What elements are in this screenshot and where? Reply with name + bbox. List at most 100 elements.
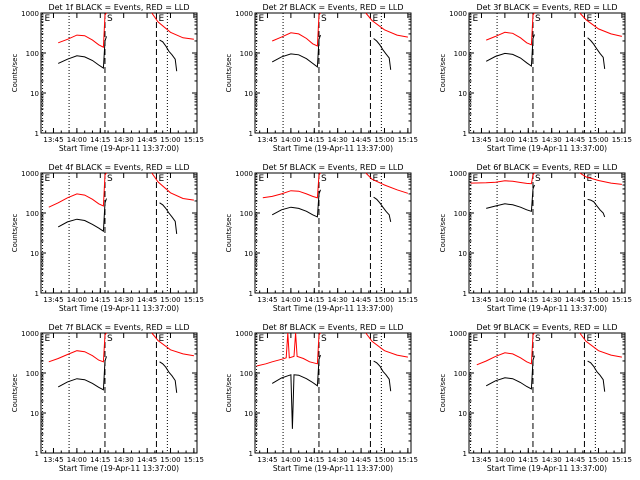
marker-label: E [586, 14, 592, 24]
panel-title: Det 7f BLACK = Events, RED = LLD [48, 323, 189, 332]
y-tick-label: 100 [240, 210, 253, 218]
series-line-lld [272, 12, 321, 47]
marker-label: E [45, 14, 51, 24]
y-tick-label: 1000 [21, 170, 39, 178]
y-tick-label: 100 [454, 370, 467, 378]
series-line-events [271, 34, 321, 68]
series-line-events [373, 360, 392, 392]
series-line-events [373, 38, 392, 70]
series-line-lld [579, 172, 622, 185]
x-tick-label: 14:00 [67, 296, 87, 304]
marker-label: S [107, 334, 113, 344]
panel-9: Det 9f BLACK = Events, RED = LLD 1 10 100 10… [439, 323, 632, 473]
series-line-lld [579, 12, 623, 37]
y-tick-label: 1 [35, 290, 39, 298]
marker-label: E [473, 334, 479, 344]
series-line-lld [58, 12, 107, 48]
y-tick-label: 1000 [235, 170, 253, 178]
plot-frame [40, 332, 198, 454]
y-axis-label: Counts/sec [439, 54, 447, 93]
x-tick-label: 15:00 [588, 296, 608, 304]
y-tick-label: 1 [463, 130, 467, 138]
x-tick-label: 14:30 [542, 136, 562, 144]
x-tick-label: 15:15 [398, 296, 418, 304]
series-line-lld [48, 172, 107, 208]
x-tick-label: 14:15 [90, 136, 110, 144]
x-tick-label: 14:45 [565, 136, 585, 144]
panel-5: Det 5f BLACK = Events, RED = LLD 1 10 100 10… [225, 163, 418, 313]
x-tick-label: 14:30 [328, 296, 348, 304]
y-tick-label: 10 [244, 90, 253, 98]
y-tick-label: 1 [463, 450, 467, 458]
series-line-events [57, 36, 107, 69]
y-axis-label: Counts/sec [439, 374, 447, 413]
panel-title: Det 1f BLACK = Events, RED = LLD [48, 3, 189, 12]
x-tick-label: 14:00 [67, 136, 87, 144]
plot-frame [40, 172, 198, 294]
x-tick-label: 14:15 [90, 456, 110, 464]
panel-title: Det 8f BLACK = Events, RED = LLD [262, 323, 403, 332]
marker-label: E [45, 174, 51, 184]
y-axis-label: Counts/sec [11, 374, 19, 413]
marker-label: S [107, 14, 113, 24]
marker-label: E [586, 334, 592, 344]
marker-label: S [321, 14, 327, 24]
panel-3: Det 3f BLACK = Events, RED = LLD 1 10 100 10… [439, 3, 632, 153]
series-line-lld [470, 172, 535, 185]
plot-frame [468, 12, 626, 134]
x-tick-label: 14:00 [67, 456, 87, 464]
plot-frame [254, 172, 412, 294]
x-tick-label: 14:00 [281, 136, 301, 144]
x-tick-label: 15:15 [398, 456, 418, 464]
series-line-lld [151, 12, 194, 40]
x-tick-label: 14:15 [518, 296, 538, 304]
panel-title: Det 9f BLACK = Events, RED = LLD [476, 323, 617, 332]
x-tick-label: 14:45 [137, 456, 157, 464]
x-tick-label: 14:15 [304, 136, 324, 144]
series-line-events [159, 361, 178, 393]
y-tick-label: 1000 [235, 330, 253, 338]
x-tick-label: 15:00 [374, 296, 394, 304]
x-tick-label: 14:00 [495, 456, 515, 464]
marker-label: S [321, 334, 327, 344]
panel-2: Det 2f BLACK = Events, RED = LLD 1 10 100 10… [225, 3, 418, 153]
panel-6: Det 6f BLACK = Events, RED = LLD 1 10 100 10… [439, 163, 632, 313]
series-line-events [271, 354, 321, 429]
y-axis-label: Counts/sec [11, 54, 19, 93]
series-line-events [271, 189, 321, 218]
marker-label: E [586, 174, 592, 184]
x-tick-label: 14:45 [351, 136, 371, 144]
panel-4: Det 4f BLACK = Events, RED = LLD 1 10 100 10… [11, 163, 204, 313]
x-tick-label: 14:15 [518, 456, 538, 464]
y-tick-label: 1000 [21, 10, 39, 18]
series-line-events [485, 34, 535, 68]
x-tick-label: 15:00 [160, 296, 180, 304]
x-tick-label: 14:15 [518, 136, 538, 144]
marker-label: E [473, 14, 479, 24]
y-tick-label: 100 [454, 50, 467, 58]
x-tick-label: 14:30 [114, 296, 134, 304]
marker-label: S [321, 174, 327, 184]
series-line-lld [48, 332, 107, 363]
y-tick-label: 10 [30, 90, 39, 98]
marker-label: E [45, 334, 51, 344]
x-tick-label: 14:00 [495, 136, 515, 144]
series-line-events [57, 356, 107, 391]
y-tick-label: 1 [463, 290, 467, 298]
x-axis-label: Start Time (19-Apr-11 13:37:00) [487, 464, 607, 473]
series-line-lld [579, 332, 622, 358]
plot-frame [254, 332, 412, 454]
series-line-lld [365, 332, 408, 358]
plot-frame [40, 12, 198, 134]
series-line-events [587, 360, 606, 392]
x-tick-label: 15:15 [612, 456, 632, 464]
series-line-lld [365, 12, 408, 38]
x-tick-label: 14:15 [304, 456, 324, 464]
marker-label: S [535, 334, 541, 344]
y-axis-label: Counts/sec [225, 374, 233, 413]
series-line-events [57, 198, 107, 233]
plot-frame [254, 12, 412, 134]
y-tick-label: 1 [35, 130, 39, 138]
y-tick-label: 10 [458, 410, 467, 418]
y-tick-label: 1 [249, 130, 253, 138]
